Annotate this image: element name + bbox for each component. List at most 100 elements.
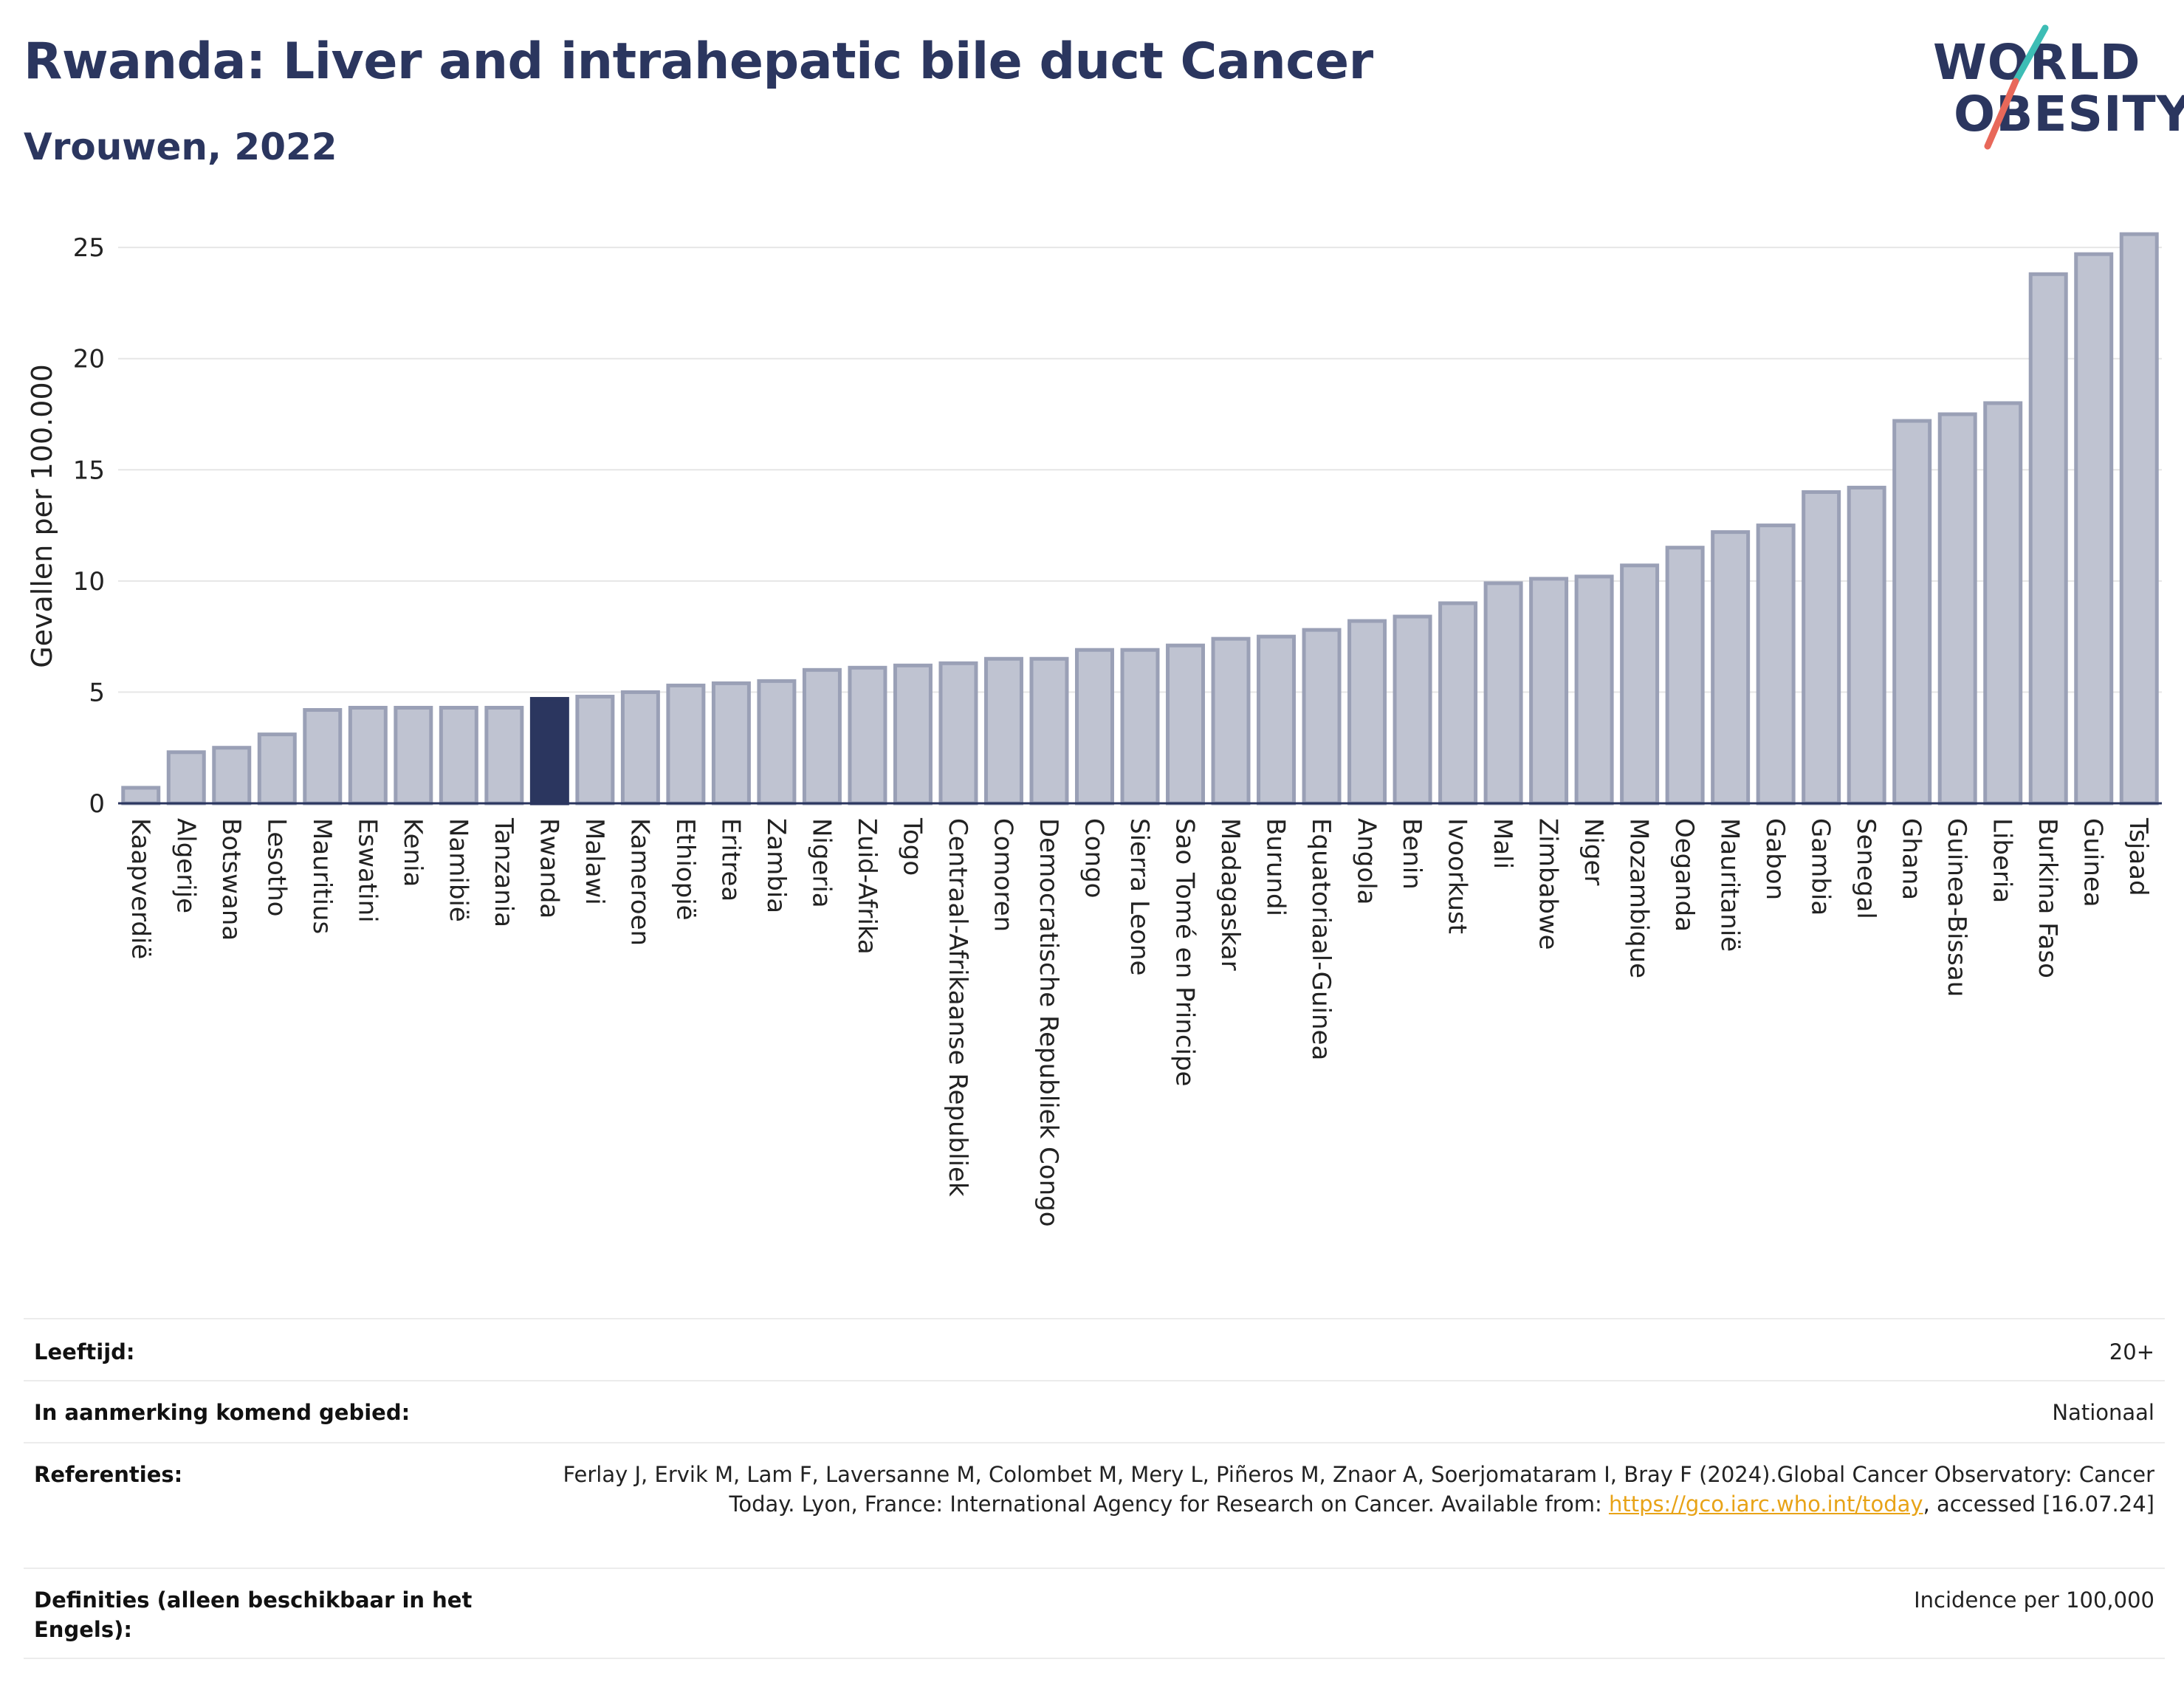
meta-label-age: Leeftijd: — [34, 1339, 135, 1364]
meta-row-definitions: Definities (alleen beschikbaar in het En… — [24, 1568, 2165, 1659]
x-tick-label: Democratische Republiek Congo — [1034, 818, 1063, 1227]
x-tick-label: Nigeria — [806, 818, 836, 908]
x-tick-label: Algerije — [171, 818, 200, 913]
bar — [2119, 232, 2159, 806]
bar — [1802, 490, 1841, 806]
meta-row-age: Leeftijd: 20+ — [24, 1318, 2165, 1380]
bar — [394, 706, 433, 806]
x-tick-label: Mozambique — [1624, 818, 1654, 978]
bar — [1347, 619, 1387, 806]
bar — [666, 683, 706, 806]
reference-accessed: , accessed [16.07.24] — [1923, 1491, 2154, 1517]
bar — [848, 665, 887, 806]
x-tick-label: Tsjaad — [2123, 817, 2153, 896]
x-tick-label: Zimbabwe — [1534, 818, 1563, 950]
x-tick-label: Senegal — [1851, 818, 1881, 919]
x-tick-label: Oeganda — [1669, 818, 1699, 932]
x-tick-label: Zambia — [761, 818, 791, 913]
bar — [575, 694, 615, 806]
reference-link[interactable]: https://gco.iarc.who.int/today — [1608, 1491, 1923, 1517]
bar — [1166, 643, 1206, 806]
x-tick-label: Guinea — [2078, 818, 2108, 907]
bar — [1847, 485, 1886, 806]
y-tick-label: 15 — [73, 456, 105, 485]
x-tick-label: Mauritius — [307, 818, 337, 934]
x-tick-label: Kaapverdië — [126, 818, 155, 959]
bar — [1529, 577, 1569, 806]
y-tick-label: 5 — [89, 678, 105, 707]
y-tick-label: 0 — [89, 789, 105, 819]
bar — [1620, 563, 1660, 806]
meta-row-area: In aanmerking komend gebied: Nationaal — [24, 1380, 2165, 1442]
x-tick-label: Niger — [1579, 818, 1608, 885]
x-tick-label: Equatoriaal-Guinea — [1306, 818, 1336, 1060]
bar — [620, 690, 660, 806]
meta-value-definitions: Incidence per 100,000 — [1914, 1587, 2154, 1613]
bar — [711, 681, 751, 806]
x-tick-label: Gabon — [1760, 818, 1790, 900]
x-tick-label: Togo — [897, 817, 927, 876]
bar — [1120, 648, 1160, 806]
meta-row-references: Referenties: Ferlay J, Ervik M, Lam F, L… — [24, 1442, 2165, 1568]
x-tick-label: Eritrea — [715, 818, 745, 902]
metadata-table: Leeftijd: 20+ In aanmerking komend gebie… — [24, 1318, 2165, 1659]
bar — [121, 786, 161, 806]
bar — [1756, 523, 1796, 806]
x-tick-label: Kenia — [398, 818, 427, 887]
x-tick-label: Angola — [1352, 818, 1381, 904]
meta-label-definitions: Definities (alleen beschikbaar in het En… — [34, 1587, 473, 1642]
bar — [348, 706, 388, 806]
meta-value-age: 20+ — [2109, 1339, 2154, 1364]
x-tick-label: Sierra Leone — [1124, 818, 1154, 975]
bar — [166, 750, 206, 806]
x-tick-label: Mali — [1488, 818, 1517, 869]
meta-value-references: Ferlay J, Ervik M, Lam F, Laversanne M, … — [515, 1460, 2165, 1519]
bar — [2028, 272, 2068, 806]
bar — [1257, 634, 1297, 806]
logo-slash-icon — [1984, 24, 2049, 150]
bar — [1393, 614, 1432, 806]
y-axis-label: Gevallen per 100.000 — [26, 364, 58, 668]
chart-subtitle: Vrouwen, 2022 — [24, 126, 337, 168]
bar — [938, 661, 978, 806]
x-tick-label: Congo — [1079, 818, 1108, 898]
bar — [439, 706, 478, 806]
bar — [1937, 412, 1977, 806]
bar — [484, 706, 524, 806]
x-tick-label: Ivoorkust — [1443, 818, 1472, 934]
chart-title: Rwanda: Liver and intrahepatic bile duct… — [24, 32, 1373, 91]
x-tick-label: Rwanda — [534, 818, 563, 919]
world-obesity-logo: WORLD OBESITY — [1927, 22, 2184, 155]
bar — [1574, 574, 1614, 806]
y-tick-label: 25 — [73, 233, 105, 263]
x-tick-label: Benin — [1397, 818, 1426, 890]
x-tick-label: Burkina Faso — [2033, 818, 2062, 978]
x-tick-label: Ethiopië — [670, 818, 700, 921]
x-tick-label: Liberia — [1988, 818, 2017, 903]
meta-label-area: In aanmerking komend gebied: — [34, 1400, 411, 1425]
x-tick-label: Burundi — [1261, 818, 1291, 916]
bar — [983, 656, 1023, 806]
x-tick-label: Mauritanië — [1715, 818, 1745, 952]
bar — [1983, 401, 2023, 806]
bar — [1211, 636, 1251, 806]
x-tick-label: Zuid-Afrika — [852, 818, 882, 955]
x-tick-label: Guinea-Bissau — [1942, 818, 1971, 997]
bar — [212, 746, 252, 806]
reference-text: Ferlay J, Ervik M, Lam F, Laversanne M, … — [563, 1462, 2154, 1517]
bar — [1302, 628, 1342, 806]
x-tick-label: Comoren — [988, 818, 1017, 932]
x-tick-label: Madagaskar — [1215, 818, 1245, 971]
meta-value-area: Nationaal — [2052, 1400, 2154, 1425]
bar — [2074, 252, 2114, 806]
y-tick-label: 10 — [73, 567, 105, 597]
x-tick-label: Kameroen — [625, 818, 654, 946]
bar — [1074, 648, 1114, 806]
bar — [757, 679, 797, 806]
bar — [802, 667, 842, 806]
x-tick-label: Ghana — [1897, 818, 1926, 900]
bar-chart: 0 5 10 15 20 25 Gevallen per 100.000 Kaapverdië… — [26, 232, 2162, 1227]
y-tick-label: 20 — [73, 345, 105, 374]
bar — [1892, 419, 1932, 806]
bar — [257, 732, 297, 806]
